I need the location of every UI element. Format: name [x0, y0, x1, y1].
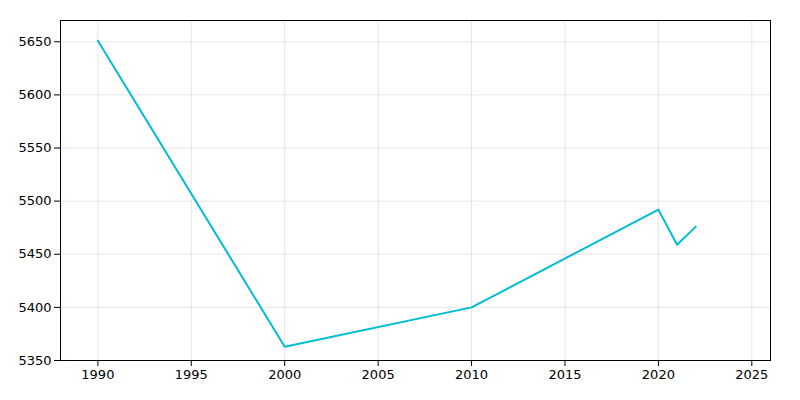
svg-text:2015: 2015: [548, 367, 581, 382]
svg-text:2000: 2000: [268, 367, 301, 382]
svg-text:1990: 1990: [81, 367, 114, 382]
svg-text:5500: 5500: [18, 193, 51, 208]
svg-text:1995: 1995: [175, 367, 208, 382]
svg-text:5450: 5450: [18, 246, 51, 261]
svg-text:2010: 2010: [455, 367, 488, 382]
svg-text:2025: 2025: [735, 367, 768, 382]
svg-text:5650: 5650: [18, 34, 51, 49]
svg-text:5350: 5350: [18, 353, 51, 368]
svg-text:5550: 5550: [18, 140, 51, 155]
svg-text:2020: 2020: [642, 367, 675, 382]
svg-text:2005: 2005: [362, 367, 395, 382]
svg-text:5400: 5400: [18, 300, 51, 315]
svg-text:5600: 5600: [18, 87, 51, 102]
